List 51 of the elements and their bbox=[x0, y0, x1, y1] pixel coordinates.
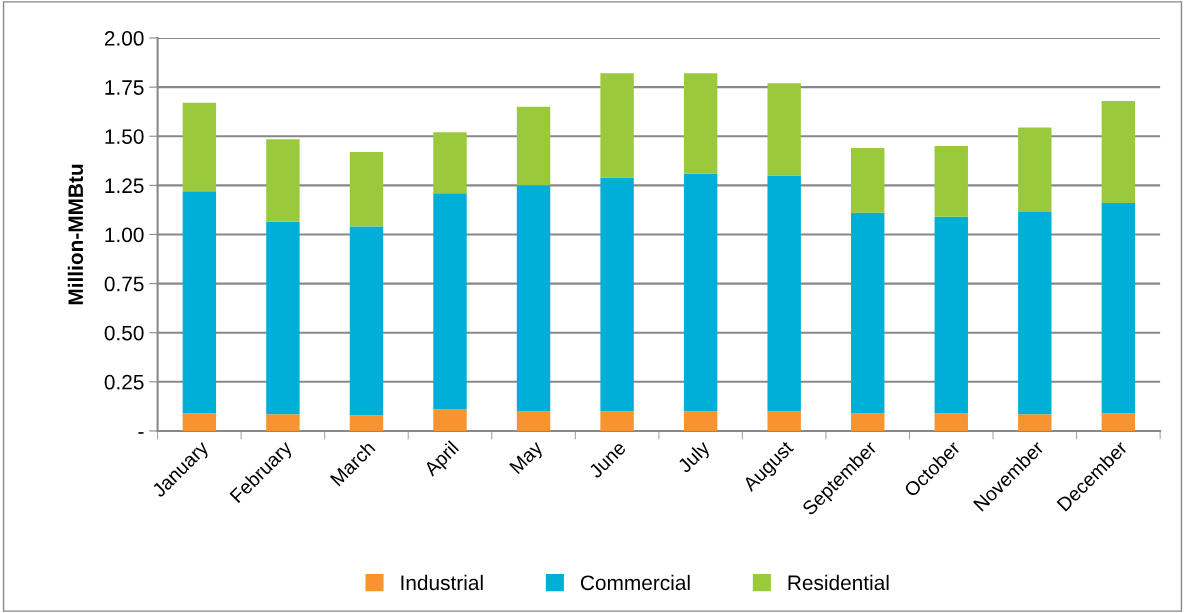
y-tick-label: 1.00 bbox=[105, 227, 144, 243]
y-tick-label: 2.00 bbox=[104, 31, 144, 46]
bar bbox=[182, 413, 217, 431]
bar bbox=[1018, 211, 1052, 415]
bar bbox=[767, 411, 801, 431]
bar bbox=[349, 415, 384, 431]
bar bbox=[266, 221, 300, 415]
y-tick-label: 0.25 bbox=[104, 374, 144, 390]
bar bbox=[1018, 414, 1052, 431]
legend-label: Residential bbox=[788, 574, 889, 591]
bar bbox=[600, 73, 634, 178]
y-tick-label: 1.25 bbox=[105, 178, 144, 194]
bar bbox=[1101, 203, 1136, 414]
bar bbox=[767, 175, 801, 412]
bar bbox=[851, 212, 885, 414]
bar bbox=[266, 414, 300, 431]
y-tick-label: 1.75 bbox=[105, 80, 144, 95]
bar bbox=[934, 146, 968, 217]
bar bbox=[433, 132, 467, 194]
bar bbox=[683, 73, 718, 174]
bar bbox=[683, 173, 718, 412]
bar bbox=[433, 409, 467, 431]
y-tick-label: 0.75 bbox=[104, 276, 144, 292]
bar bbox=[433, 193, 467, 410]
bar bbox=[600, 411, 634, 431]
bar bbox=[600, 177, 634, 412]
bar bbox=[1101, 100, 1136, 204]
bar bbox=[1101, 413, 1136, 431]
y-axis-title: Million-MMBtu bbox=[67, 164, 84, 305]
x-tick-label: July bbox=[676, 439, 714, 477]
bar bbox=[266, 139, 300, 222]
bar bbox=[683, 411, 718, 431]
x-tick-label: May bbox=[509, 439, 547, 477]
y-tick-label: 1.50 bbox=[105, 129, 144, 144]
bar bbox=[1018, 127, 1052, 212]
bar bbox=[516, 106, 551, 186]
bar bbox=[851, 413, 885, 431]
legend-label: Industrial bbox=[401, 574, 483, 591]
bar bbox=[516, 411, 551, 431]
bar bbox=[182, 102, 217, 192]
bar bbox=[349, 151, 384, 227]
y-tick-label: 0.50 bbox=[104, 325, 144, 341]
y-tick-label: - bbox=[138, 432, 144, 434]
bar bbox=[934, 413, 968, 431]
bar bbox=[516, 185, 551, 412]
legend-label: Commercial bbox=[580, 574, 690, 591]
bar bbox=[851, 148, 885, 213]
bar bbox=[182, 191, 217, 414]
bar bbox=[767, 83, 801, 176]
bar bbox=[349, 226, 384, 416]
bar bbox=[934, 216, 968, 414]
